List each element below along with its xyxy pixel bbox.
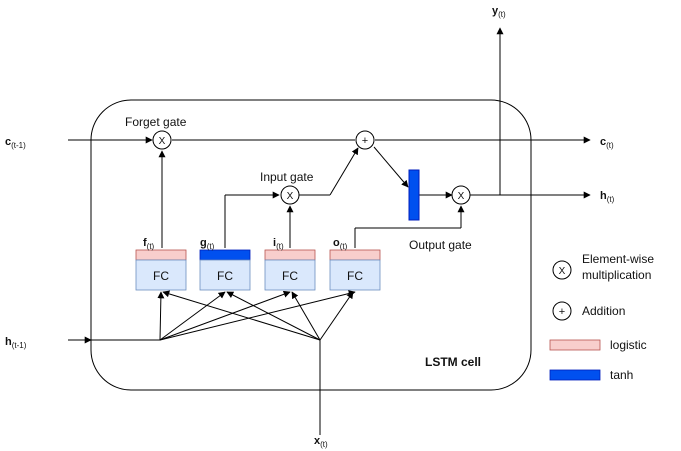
- svg-text:FC: FC: [153, 269, 169, 283]
- h-t-label: h(t): [600, 190, 615, 204]
- fc-activation-g: [199, 249, 251, 261]
- lstm-cell-box: [90, 99, 532, 391]
- x-t-label: x(t): [314, 435, 328, 449]
- fc-layer-o: FC o(t): [329, 237, 381, 291]
- logistic-swatch: [549, 339, 601, 351]
- svg-text:tanh: tanh: [610, 368, 633, 382]
- svg-text:+: +: [559, 306, 565, 318]
- svg-text:Addition: Addition: [582, 304, 625, 318]
- svg-text:X: X: [458, 191, 465, 202]
- svg-text:X: X: [287, 191, 294, 202]
- legend-multiply: X Element-wise multiplication: [552, 252, 654, 282]
- forget-gate-multiply: X: [152, 130, 172, 150]
- addition-icon: [552, 301, 572, 321]
- c-prev-label: c(t-1): [5, 136, 26, 150]
- y-t-label: y(t): [492, 5, 506, 19]
- svg-text:X: X: [559, 266, 566, 277]
- input-gate-multiply: X: [280, 185, 300, 205]
- svg-text:g(t): g(t): [200, 237, 215, 251]
- legend: X Element-wise multiplication + Addition…: [549, 252, 654, 382]
- legend-addition: + Addition: [552, 301, 625, 321]
- input-gate-path: [224, 147, 359, 248]
- fc-activation-i: [264, 249, 316, 261]
- fc-activation-o: [329, 249, 381, 261]
- fc-activation-f: [135, 249, 187, 261]
- fc-layer-i: FC i(t): [264, 237, 316, 291]
- output-gate-label: Output gate: [409, 238, 472, 252]
- multiply-icon: [552, 260, 572, 280]
- svg-text:FC: FC: [217, 269, 233, 283]
- svg-text:multiplication: multiplication: [582, 268, 651, 282]
- output-gate-path: [354, 205, 465, 248]
- cell-to-output-path: [373, 27, 591, 199]
- input-connections: [68, 290, 356, 435]
- fc-layer-f: FC f(t): [135, 237, 187, 291]
- tanh-block: [408, 169, 420, 221]
- legend-tanh: tanh: [549, 368, 633, 382]
- svg-text:FC: FC: [282, 269, 298, 283]
- lstm-cell-label: LSTM cell: [425, 355, 481, 369]
- fc-layer-g: FC g(t): [199, 237, 251, 291]
- c-t-label: c(t): [600, 136, 614, 150]
- svg-text:o(t): o(t): [333, 237, 348, 251]
- svg-text:logistic: logistic: [610, 338, 647, 352]
- svg-text:+: +: [362, 135, 368, 147]
- svg-text:i(t): i(t): [273, 237, 284, 251]
- tanh-swatch: [549, 369, 601, 381]
- svg-text:Element-wise: Element-wise: [582, 252, 654, 266]
- cell-addition: +: [355, 130, 375, 150]
- svg-text:f(t): f(t): [143, 237, 155, 251]
- h-prev-label: h(t-1): [5, 336, 27, 350]
- svg-text:FC: FC: [347, 269, 363, 283]
- legend-logistic: logistic: [549, 338, 647, 352]
- svg-text:X: X: [159, 136, 166, 147]
- input-gate-label: Input gate: [260, 170, 314, 184]
- output-gate-multiply: X: [451, 185, 471, 205]
- forget-gate-label: Forget gate: [125, 115, 187, 129]
